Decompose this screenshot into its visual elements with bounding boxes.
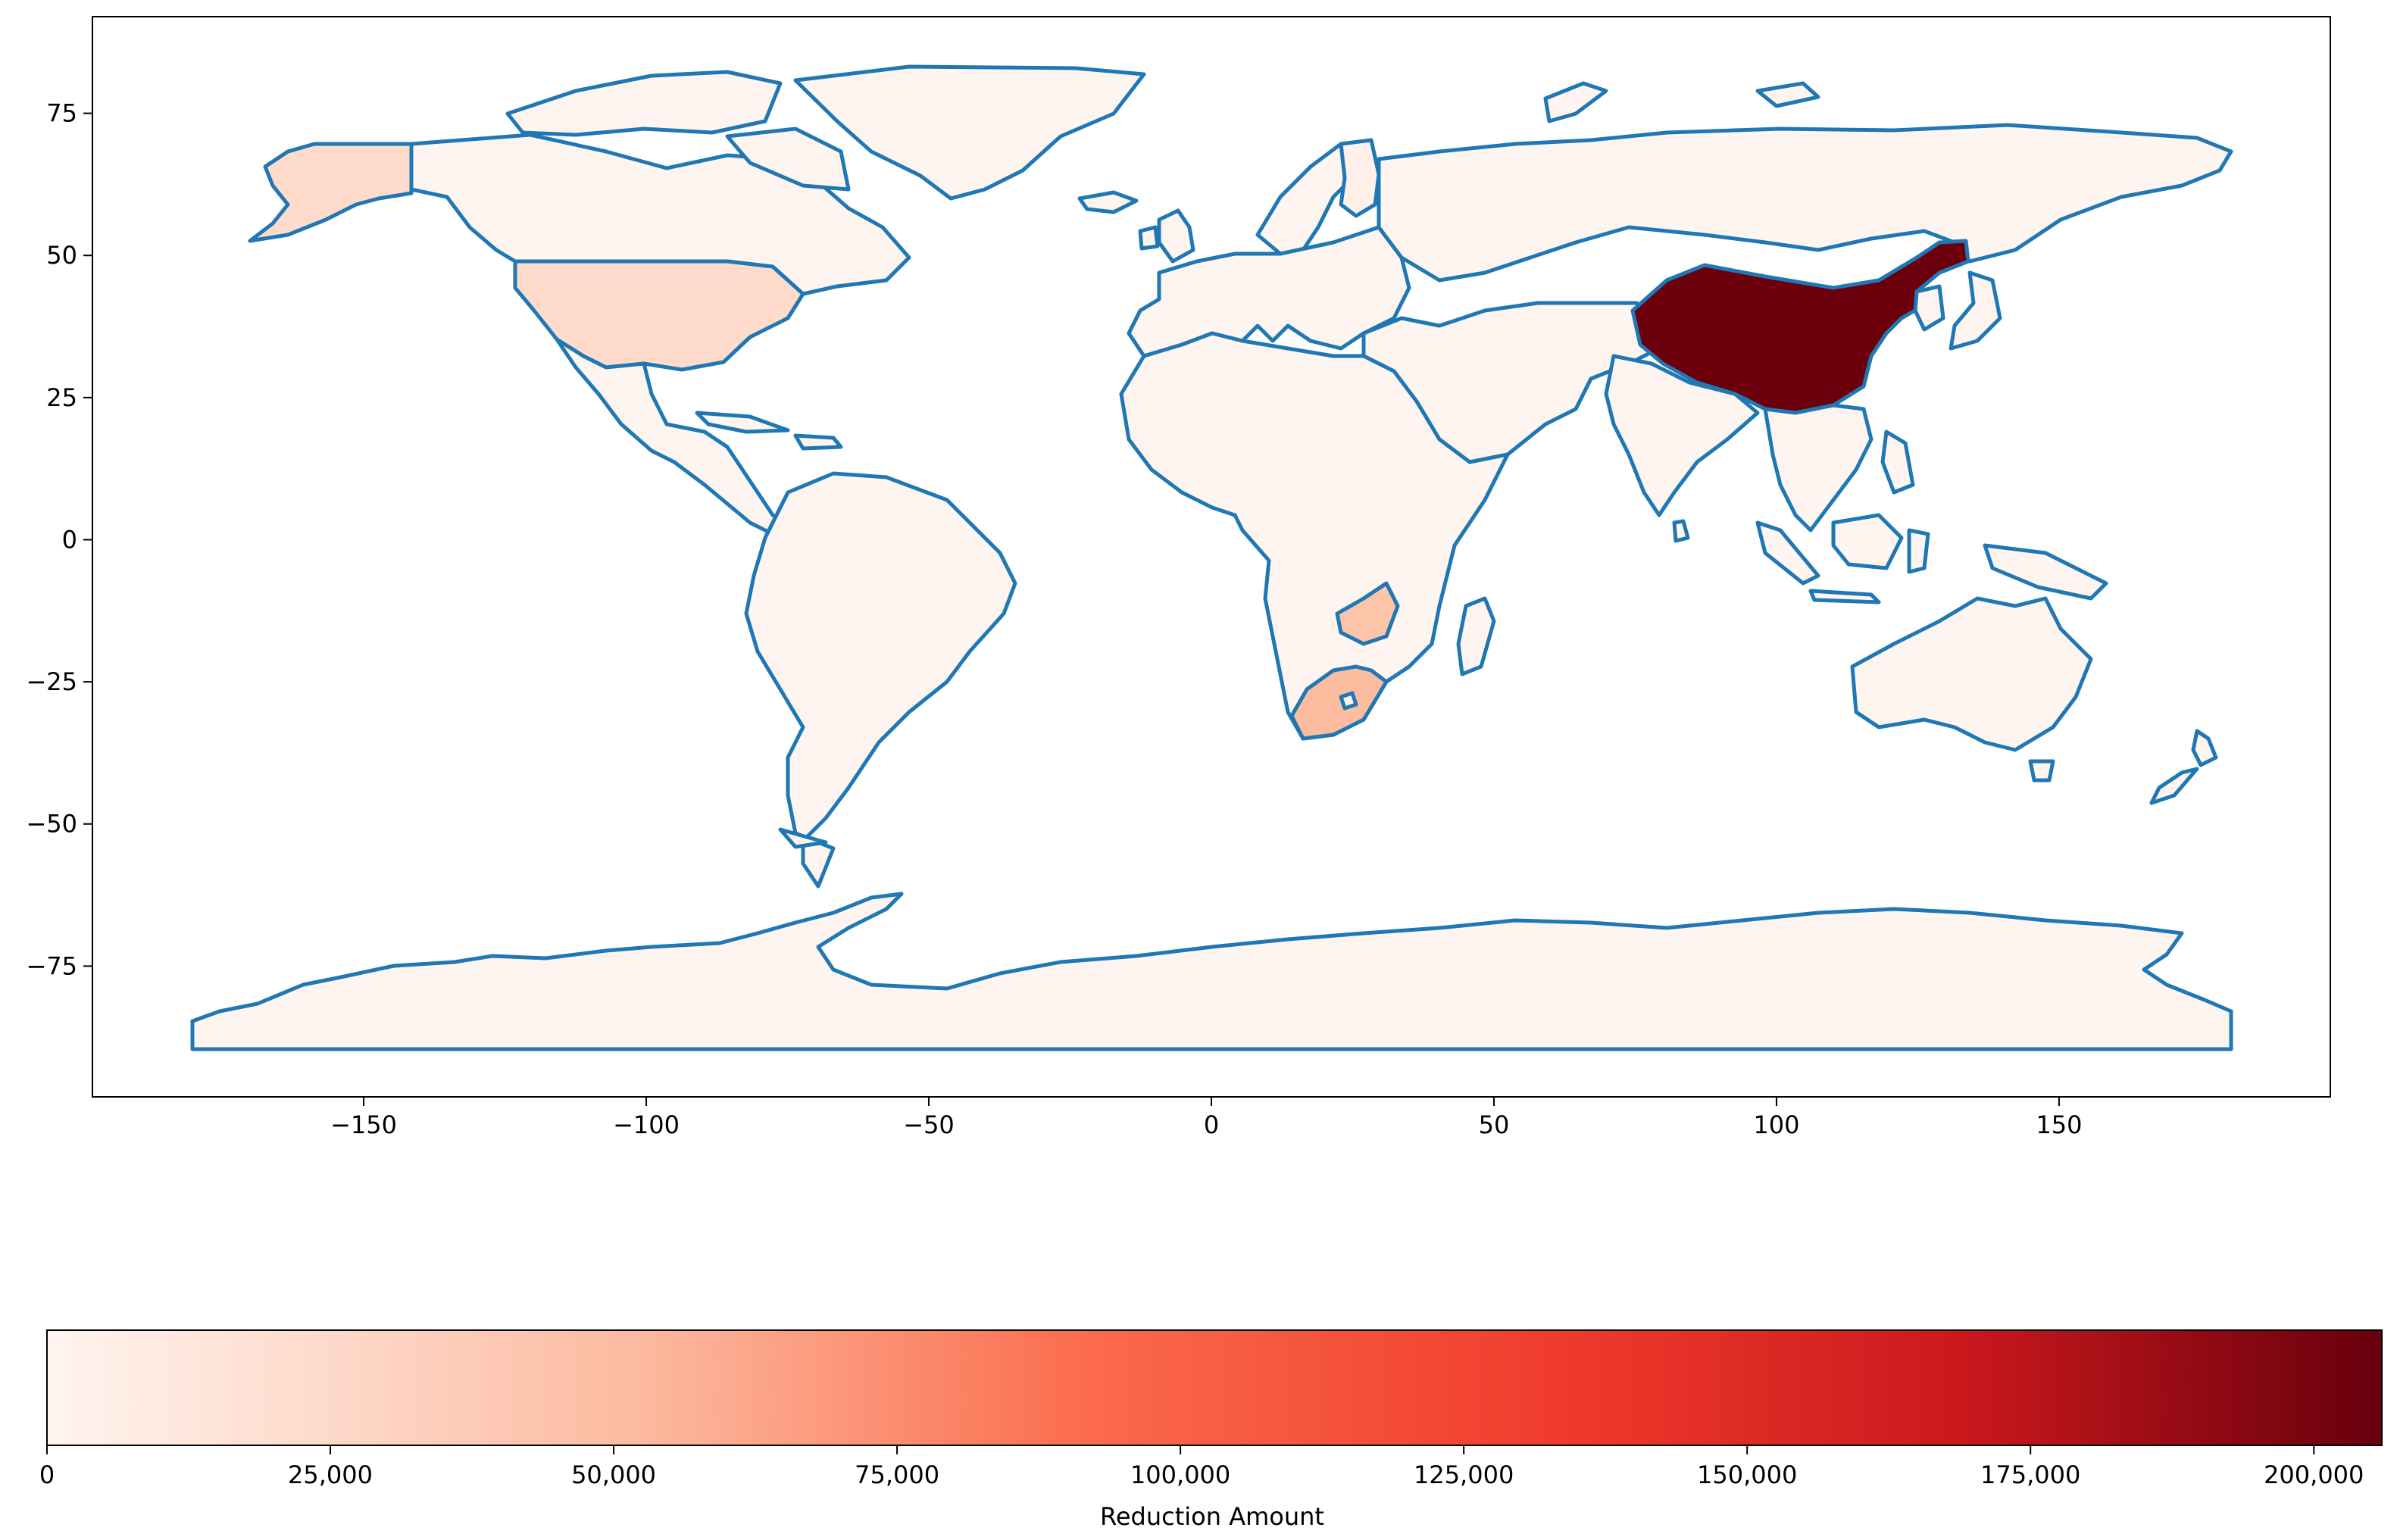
y-tick-label: 25 xyxy=(46,383,77,412)
lesotho-shape xyxy=(1339,691,1358,711)
y-tick-label: 0 xyxy=(62,525,77,554)
tierra-del-fuego-shape xyxy=(778,827,828,849)
y-axis-ticks: 75 50 25 0 −25 −50 −75 xyxy=(26,99,92,980)
sumatra-shape xyxy=(1755,520,1820,586)
alaska-shape xyxy=(248,142,414,243)
x-tick-label: −50 xyxy=(903,1110,955,1139)
y-tick-label: −50 xyxy=(26,810,77,839)
sri-lanka-shape xyxy=(1672,519,1690,543)
colorbar-tick-label: 50,000 xyxy=(571,1460,656,1489)
y-tick-label: 50 xyxy=(46,241,77,270)
colorbar-tick-label: 150,000 xyxy=(1697,1460,1797,1489)
united-states-shape xyxy=(513,259,805,372)
ireland-shape xyxy=(1138,225,1160,251)
colorbar-frame xyxy=(46,1329,2383,1446)
zimbabwe-shape xyxy=(1335,581,1400,646)
greenland-shape xyxy=(793,64,1146,201)
x-axis-ticks: −150 −100 −50 0 50 100 150 xyxy=(330,1097,2082,1139)
africa-shape xyxy=(1119,331,1510,741)
tasmania-shape xyxy=(2028,759,2055,782)
x-tick-label: 100 xyxy=(1753,1110,1799,1139)
south-africa-shape xyxy=(1289,664,1389,741)
great-britain-shape xyxy=(1157,208,1195,264)
korea-shape xyxy=(1913,284,1945,332)
new-zealand-north-shape xyxy=(2191,729,2218,767)
x-tick-label: 50 xyxy=(1479,1110,1510,1139)
y-tick-label: −25 xyxy=(26,667,77,696)
x-tick-label: −100 xyxy=(613,1110,680,1139)
severnaya-zemlya-shape xyxy=(1755,81,1820,108)
baffin-island-shape xyxy=(725,127,851,192)
iceland-shape xyxy=(1077,190,1139,214)
novaya-zemlya-shape xyxy=(1543,81,1608,123)
sulawesi-shape xyxy=(1907,528,1930,574)
hispaniola-shape xyxy=(793,433,843,451)
colorbar-tick-label: 100,000 xyxy=(1130,1460,1230,1489)
madagascar-shape xyxy=(1456,596,1496,676)
java-shape xyxy=(1808,589,1881,604)
arctic-islands-shape xyxy=(505,70,783,137)
japan-shape xyxy=(1949,270,2002,351)
landmasses xyxy=(190,64,2233,1051)
russia-shape xyxy=(1377,123,2233,283)
philippines-shape xyxy=(1880,430,1915,495)
colorbar-gradient xyxy=(47,1330,2382,1445)
borneo-shape xyxy=(1831,513,1904,570)
y-tick-label: 75 xyxy=(46,99,77,128)
europe-shape xyxy=(1127,225,1411,358)
new-guinea-shape xyxy=(1983,543,2108,601)
colorbar-ticks: 0 25,000 50,000 75,000 100,000 125,000 150,000… xyxy=(39,1445,2364,1489)
antarctica-shape xyxy=(190,892,2233,1051)
colorbar-tick-label: 125,000 xyxy=(1414,1460,1514,1489)
x-tick-label: −150 xyxy=(330,1110,397,1139)
southeast-asia-shape xyxy=(1763,403,1874,533)
colorbar-tick-label: 200,000 xyxy=(2264,1460,2364,1489)
new-zealand-south-shape xyxy=(2149,767,2199,805)
map-axes: −150 −100 −50 0 50 100 150 75 50 25 0 −25 −50 −75 xyxy=(26,16,2331,1139)
y-tick-label: −75 xyxy=(26,951,77,980)
x-tick-label: 150 xyxy=(2036,1110,2082,1139)
colorbar-tick-label: 75,000 xyxy=(855,1460,939,1489)
australia-shape xyxy=(1850,596,2093,752)
colorbar-tick-label: 25,000 xyxy=(288,1460,373,1489)
cuba-shape xyxy=(695,411,790,434)
colorbar-label: Reduction Amount xyxy=(1100,1502,1324,1531)
colorbar: 0 25,000 50,000 75,000 100,000 125,000 150,000… xyxy=(39,1329,2383,1531)
finland-shape xyxy=(1339,138,1381,218)
colorbar-tick-label: 0 xyxy=(39,1460,55,1489)
colorbar-tick-label: 175,000 xyxy=(1980,1460,2080,1489)
x-tick-label: 0 xyxy=(1204,1110,1219,1139)
